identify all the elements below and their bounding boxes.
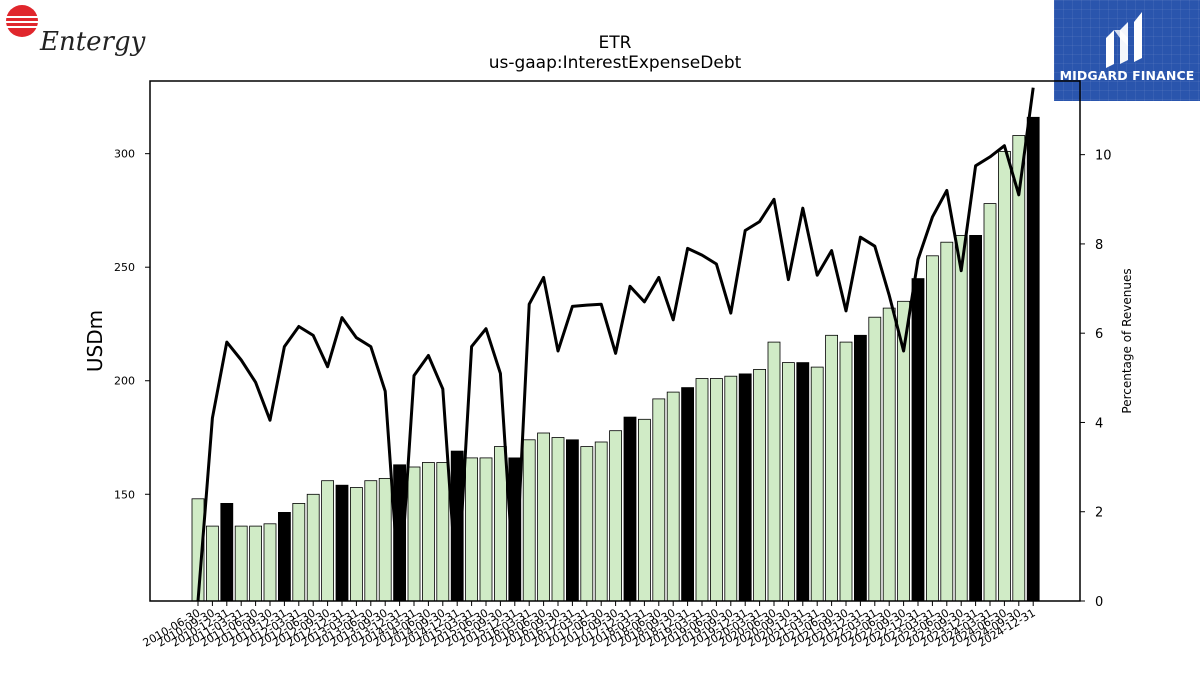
y2-tick-label: 8: [1095, 238, 1103, 253]
bar-2020-12-31: [796, 362, 810, 602]
bar-2020-03-31: [753, 368, 766, 602]
bar-2021-03-31: [810, 366, 824, 602]
bar-2019-06-30: [710, 378, 723, 602]
bar-2014-06-30: [421, 462, 435, 602]
bar-2017-03-31: [580, 446, 594, 602]
bar-2021-12-31: [854, 334, 867, 602]
x-axis: 2010-06-302010-09-302010-12-312011-03-31…: [141, 601, 1038, 650]
bar-2011-03-31: [234, 525, 248, 602]
bar-2020-06-30: [767, 341, 781, 602]
y2-tick-label: 6: [1095, 327, 1103, 342]
bar-2020-09-30: [782, 362, 795, 602]
bar-2024-12-31: [1026, 116, 1040, 602]
entergy-logo: Entergy: [4, 5, 146, 57]
bar-2011-09-30: [263, 523, 277, 602]
bar-2024-06-30: [998, 150, 1011, 602]
plot-frame: [149, 80, 1081, 602]
bar-2018-06-30: [652, 398, 666, 602]
bar-series: [191, 116, 1040, 602]
y2-tick-label: 10: [1095, 149, 1112, 164]
bar-2021-06-30: [825, 334, 838, 602]
bar-2016-09-30: [551, 437, 565, 602]
bar-2012-12-31: [335, 484, 349, 602]
bar-2018-09-30: [666, 391, 680, 602]
y2-tick-label: 0: [1095, 595, 1103, 610]
bar-2013-09-30: [378, 477, 392, 602]
bar-2012-03-31: [292, 502, 306, 602]
y-axis-left: 150 200 250 300: [114, 148, 150, 501]
bar-2018-12-31: [681, 387, 694, 602]
bar-2017-12-31: [623, 416, 637, 602]
entergy-logo-text: Entergy: [39, 27, 146, 57]
midgard-finance-logo: MIDGARD FINANCE: [1054, 0, 1200, 101]
y2-tick-label: 4: [1095, 416, 1103, 431]
bar-2017-09-30: [609, 430, 622, 602]
bar-2019-09-30: [724, 375, 738, 602]
y-axis-label: USDm: [83, 310, 107, 372]
bar-2023-09-30: [954, 234, 968, 602]
revenue-percentage-line: [196, 87, 1035, 602]
y-tick-label: 250: [114, 261, 135, 274]
bar-2016-06-30: [537, 432, 550, 602]
chart-title: ETR: [599, 33, 632, 53]
bar-2024-09-30: [1012, 135, 1026, 602]
y-tick-label: 150: [114, 488, 135, 501]
y-tick-label: 200: [114, 375, 135, 388]
bar-2012-06-30: [306, 493, 320, 602]
bar-2016-03-31: [522, 439, 536, 602]
bar-2023-03-31: [926, 255, 939, 602]
bar-2016-12-31: [566, 439, 579, 602]
y-tick-label: 300: [114, 148, 135, 161]
y-axis-right: 0 2 4 6 8 10: [1080, 149, 1112, 610]
bar-2022-06-30: [882, 307, 896, 602]
bar-2015-03-31: [465, 457, 479, 602]
bar-2013-06-30: [364, 480, 378, 602]
bar-2022-12-31: [911, 278, 925, 602]
bar-2010-12-31: [220, 502, 234, 602]
bar-2017-06-30: [594, 441, 608, 602]
bar-2011-12-31: [277, 512, 291, 602]
chart-subtitle: us-gaap:InterestExpenseDebt: [489, 53, 742, 73]
y2-tick-label: 2: [1095, 506, 1103, 521]
bar-2012-09-30: [321, 480, 335, 602]
bar-2015-06-30: [479, 457, 493, 602]
bar-2019-12-31: [738, 373, 752, 602]
bar-2011-06-30: [249, 525, 263, 602]
bar-2019-03-31: [695, 378, 709, 602]
bar-2021-09-30: [839, 341, 853, 602]
bar-2014-03-31: [407, 466, 421, 602]
y2-axis-label: Percentage of Revenues: [1120, 268, 1134, 413]
bar-2018-03-31: [638, 418, 651, 602]
midgard-logo-text: MIDGARD FINANCE: [1059, 68, 1195, 83]
bar-2015-09-30: [493, 446, 507, 602]
bar-2024-03-31: [983, 203, 997, 602]
bar-2010-09-30: [205, 525, 219, 602]
bar-2023-06-30: [940, 241, 954, 602]
bar-2013-03-31: [349, 487, 363, 602]
bar-2014-09-30: [436, 462, 450, 602]
bar-2022-03-31: [868, 316, 882, 602]
bar-2023-12-31: [969, 234, 982, 602]
midgard-logo-icon: [1106, 12, 1142, 68]
